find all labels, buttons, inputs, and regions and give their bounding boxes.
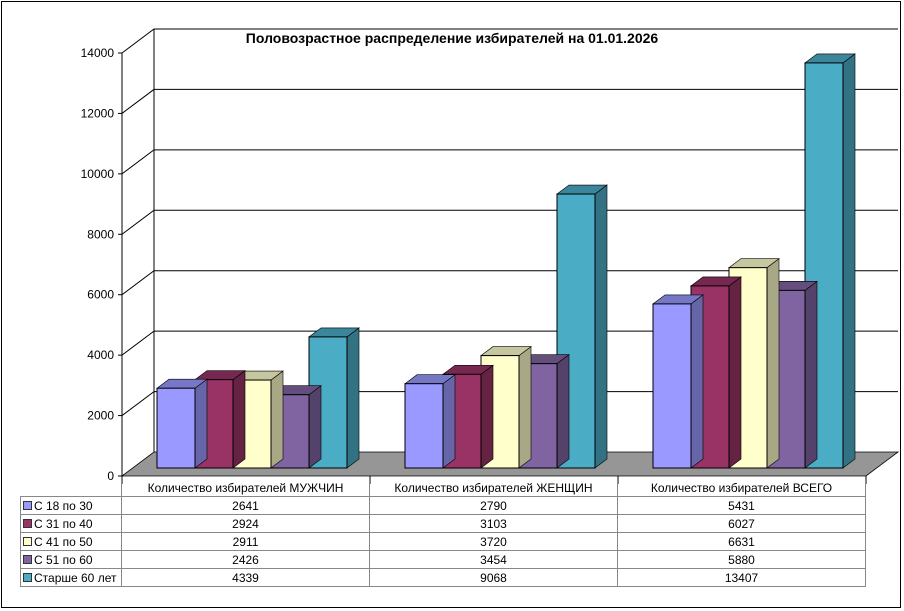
gridline [121, 28, 898, 54]
legend-swatch-icon [23, 518, 32, 528]
bar-side [804, 280, 818, 469]
bar-side [842, 53, 856, 469]
bar-side [480, 364, 494, 469]
legend-swatch-icon [23, 536, 32, 546]
data-table-cell: 3454 [369, 550, 618, 569]
legend-swatch-icon [23, 572, 32, 582]
bar-front [652, 303, 692, 469]
data-table-row: Старше 60 лет 4339 9068 13407 [20, 568, 866, 587]
category-label: Количество избирателей ЖЕНЩИН [369, 479, 618, 497]
y-tick-label: 4000 [87, 348, 114, 362]
legend-swatch-icon [23, 554, 32, 564]
data-table-cell: 13407 [617, 568, 866, 587]
data-table-header-row: Количество избирателей МУЖЧИН Количество… [20, 479, 866, 497]
gridline [121, 330, 898, 356]
bar-side [442, 374, 456, 469]
legend-entry: С 41 по 50 [20, 532, 122, 551]
bar-side [556, 354, 570, 469]
bar-front [404, 383, 444, 469]
data-table-cell: 3103 [369, 514, 618, 533]
bar-side [594, 184, 608, 469]
bar-side [270, 370, 284, 469]
bar [652, 294, 704, 469]
category-label: Количество избирателей МУЖЧИН [121, 479, 370, 497]
data-table-cell: 9068 [369, 568, 618, 587]
y-tick-label: 6000 [87, 288, 114, 302]
bar [404, 374, 456, 469]
data-table-corner [20, 479, 122, 497]
bar-side [308, 385, 322, 469]
legend-entry: С 51 по 60 [20, 550, 122, 569]
gridline [121, 270, 898, 296]
data-table-cell: 2641 [121, 496, 370, 515]
data-table-cell: 2924 [121, 514, 370, 533]
legend-swatch-icon [23, 500, 32, 510]
legend-entry: С 18 по 30 [20, 496, 122, 515]
legend-entry: С 31 по 40 [20, 514, 122, 533]
chart-title: Половозрастное распределение избирателей… [245, 30, 659, 46]
data-table: Количество избирателей МУЖЧИН Количество… [20, 479, 866, 587]
bar-side [766, 258, 780, 469]
data-table-row: С 18 по 30 2641 2790 5431 [20, 496, 866, 515]
data-table-cell: 2426 [121, 550, 370, 569]
legend-label: Старше 60 лет [34, 570, 117, 585]
bar-front [156, 387, 196, 469]
data-table-cell: 6027 [617, 514, 866, 533]
data-table-row: С 41 по 50 2911 3720 6631 [20, 532, 866, 551]
data-table-cell: 3720 [369, 532, 618, 551]
data-table-cell: 5431 [617, 496, 866, 515]
data-table-cell: 2911 [121, 532, 370, 551]
bars [156, 53, 856, 469]
data-table-row: С 31 по 40 2924 3103 6027 [20, 514, 866, 533]
gridline [121, 391, 898, 416]
category-label: Количество избирателей ВСЕГО [617, 479, 866, 497]
bar-side [728, 276, 742, 469]
bar [804, 53, 856, 469]
y-tick-label: 2000 [87, 409, 114, 423]
y-tick-label: 0 [107, 469, 114, 483]
bar [156, 378, 208, 469]
y-axis-ticks: 0 2000 4000 6000 8000 10000 12000 14000 [81, 46, 123, 484]
legend-label: С 18 по 30 [34, 498, 93, 513]
y-tick-label: 10000 [81, 167, 115, 181]
legend-label: С 51 по 60 [34, 552, 93, 567]
y-tick-label: 12000 [81, 106, 115, 120]
data-table-row: С 51 по 60 2426 3454 5880 [20, 550, 866, 569]
gridlines [121, 28, 898, 416]
data-table-cell: 5880 [617, 550, 866, 569]
y-tick-label: 14000 [81, 46, 115, 60]
gridline [121, 149, 898, 175]
legend-entry: Старше 60 лет [20, 568, 122, 587]
gridline [121, 209, 898, 235]
bar-side [518, 346, 532, 469]
bar-side [194, 378, 208, 469]
data-table-cell: 2790 [369, 496, 618, 515]
bar-side [232, 370, 246, 469]
legend-label: С 41 по 50 [34, 534, 93, 549]
data-table-cell: 6631 [617, 532, 866, 551]
gridline [121, 88, 898, 114]
legend-label: С 31 по 40 [34, 516, 93, 531]
y-tick-label: 8000 [87, 227, 114, 241]
data-table-cell: 4339 [121, 568, 370, 587]
bar-side [346, 327, 360, 469]
bar-side [690, 294, 704, 469]
